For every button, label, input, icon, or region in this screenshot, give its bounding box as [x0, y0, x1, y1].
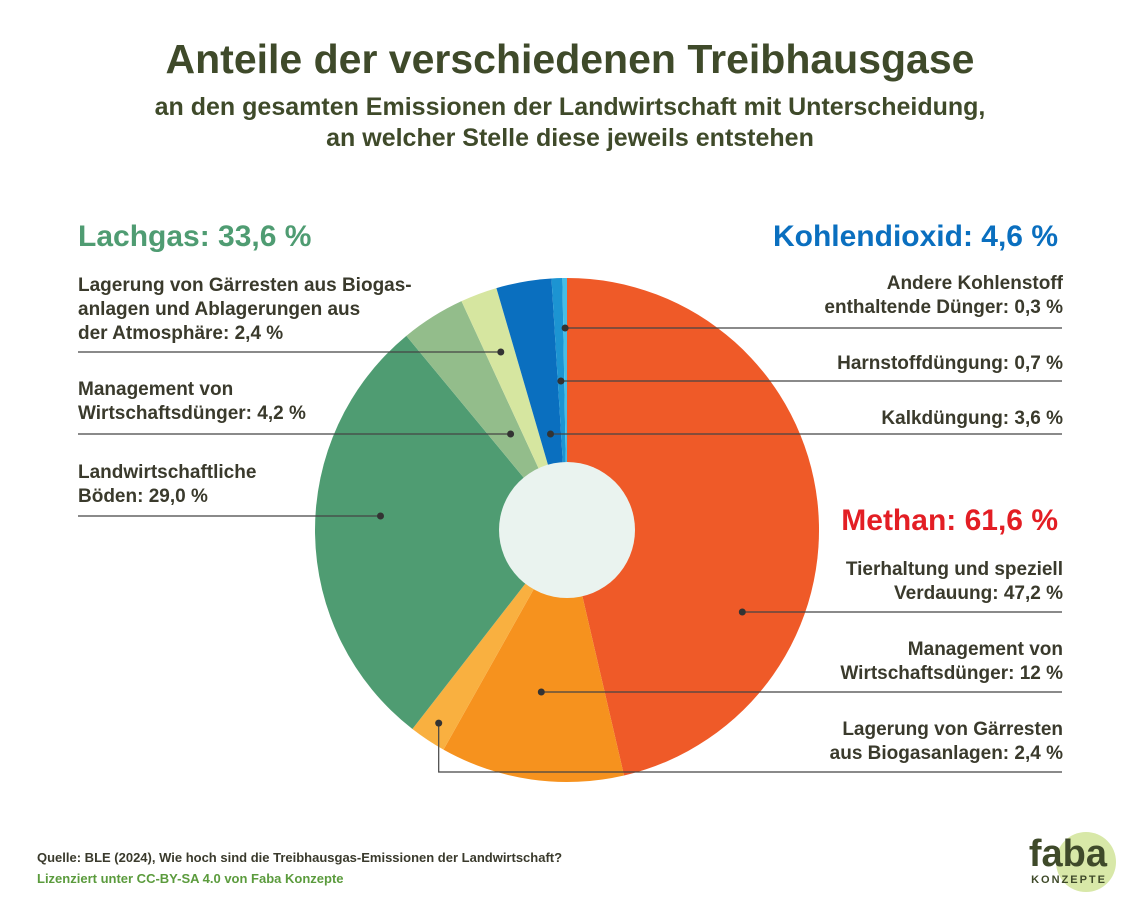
leader-dot-1: [738, 608, 746, 616]
label-co2-andere-line2: enthaltende Dünger: 0,3 %: [824, 297, 1063, 318]
label-co2-andere-line1: Andere Kohlenstoff: [886, 273, 1063, 294]
leader-dot-8: [557, 377, 565, 385]
subtitle-line-1: an den gesamten Emissionen der Landwirts…: [154, 93, 986, 121]
leader-dot-5: [507, 430, 515, 438]
label-ch4-lagerung-line1: Lagerung von Gärresten: [842, 719, 1063, 740]
group-label-methan: Methan: 61,6 %: [841, 504, 1058, 537]
label-n2o-lagerung-line3: der Atmosphäre: 2,4 %: [78, 323, 284, 344]
label-n2o-lagerung-line2: anlagen und Ablagerungen aus: [78, 299, 361, 320]
leader-dot-2: [537, 688, 545, 696]
label-n2o-lagerung-line1: Lagerung von Gärresten aus Biogas-: [78, 275, 412, 296]
group-label-kohlendioxid: Kohlendioxid: 4,6 %: [772, 220, 1058, 253]
label-ch4-management-line2: Wirtschaftsdünger: 12 %: [840, 663, 1063, 684]
group-label-lachgas: Lachgas: 33,6 %: [78, 220, 312, 253]
chart-subtitle: an den gesamten Emissionen der Landwirts…: [0, 92, 1140, 154]
chart-title: Anteile der verschiedenen Treibhausgase: [165, 36, 975, 82]
subtitle-line-2: an welcher Stelle diese jeweils entstehe…: [326, 124, 814, 152]
leader-dot-4: [377, 512, 384, 520]
logo-circle: [1056, 832, 1116, 892]
label-ch4-lagerung-line2: aus Biogasanlagen: 2,4 %: [829, 743, 1063, 764]
label-ch4-lagerung: Lagerung von Gärresten aus Biogasanlagen…: [830, 718, 1063, 766]
license-note: Lizenziert unter CC-BY-SA 4.0 von Faba K…: [37, 871, 344, 886]
label-co2-kalk: Kalkdüngung: 3,6 %: [881, 408, 1063, 429]
label-n2o-management-line1: Management von: [78, 379, 234, 400]
label-n2o-boeden-line1: Landwirtschaftliche: [78, 462, 257, 483]
label-co2-harnstoff: Harnstoffdüngung: 0,7 %: [837, 353, 1063, 374]
leader-dot-6: [497, 348, 505, 356]
pie-center-hole: [499, 462, 635, 598]
leader-dot-7: [547, 430, 554, 438]
logo-wordmark: faba: [1028, 833, 1107, 875]
label-n2o-boeden-line2: Böden: 29,0 %: [78, 486, 208, 507]
label-ch4-management: Management von Wirtschaftsdünger: 12 %: [840, 638, 1063, 686]
label-n2o-management: Management von Wirtschaftsdünger: 4,2 %: [78, 378, 306, 426]
leader-dot-9: [561, 324, 569, 332]
leader-dot-3: [435, 719, 443, 727]
label-co2-andere: Andere Kohlenstoff enthaltende Dünger: 0…: [824, 272, 1063, 320]
label-ch4-management-line1: Management von: [907, 639, 1063, 660]
pie-slice-1: [567, 278, 820, 776]
label-ch4-tierhaltung-line2: Verdauung: 47,2 %: [894, 583, 1063, 604]
label-n2o-lagerung: Lagerung von Gärresten aus Biogas- anlag…: [78, 274, 412, 346]
label-ch4-tierhaltung-line1: Tierhaltung und speziell: [845, 559, 1063, 580]
leader-line-3: [438, 723, 1062, 773]
logo-subtitle: KONZEPTE: [1031, 874, 1107, 886]
label-ch4-tierhaltung: Tierhaltung und speziell Verdauung: 47,2…: [846, 558, 1063, 606]
source-note: Quelle: BLE (2024), Wie hoch sind die Tr…: [37, 850, 563, 865]
pie-slice-5: [406, 301, 567, 530]
label-n2o-boeden: Landwirtschaftliche Böden: 29,0 %: [78, 461, 256, 509]
label-n2o-management-line2: Wirtschaftsdünger: 4,2 %: [78, 403, 306, 424]
